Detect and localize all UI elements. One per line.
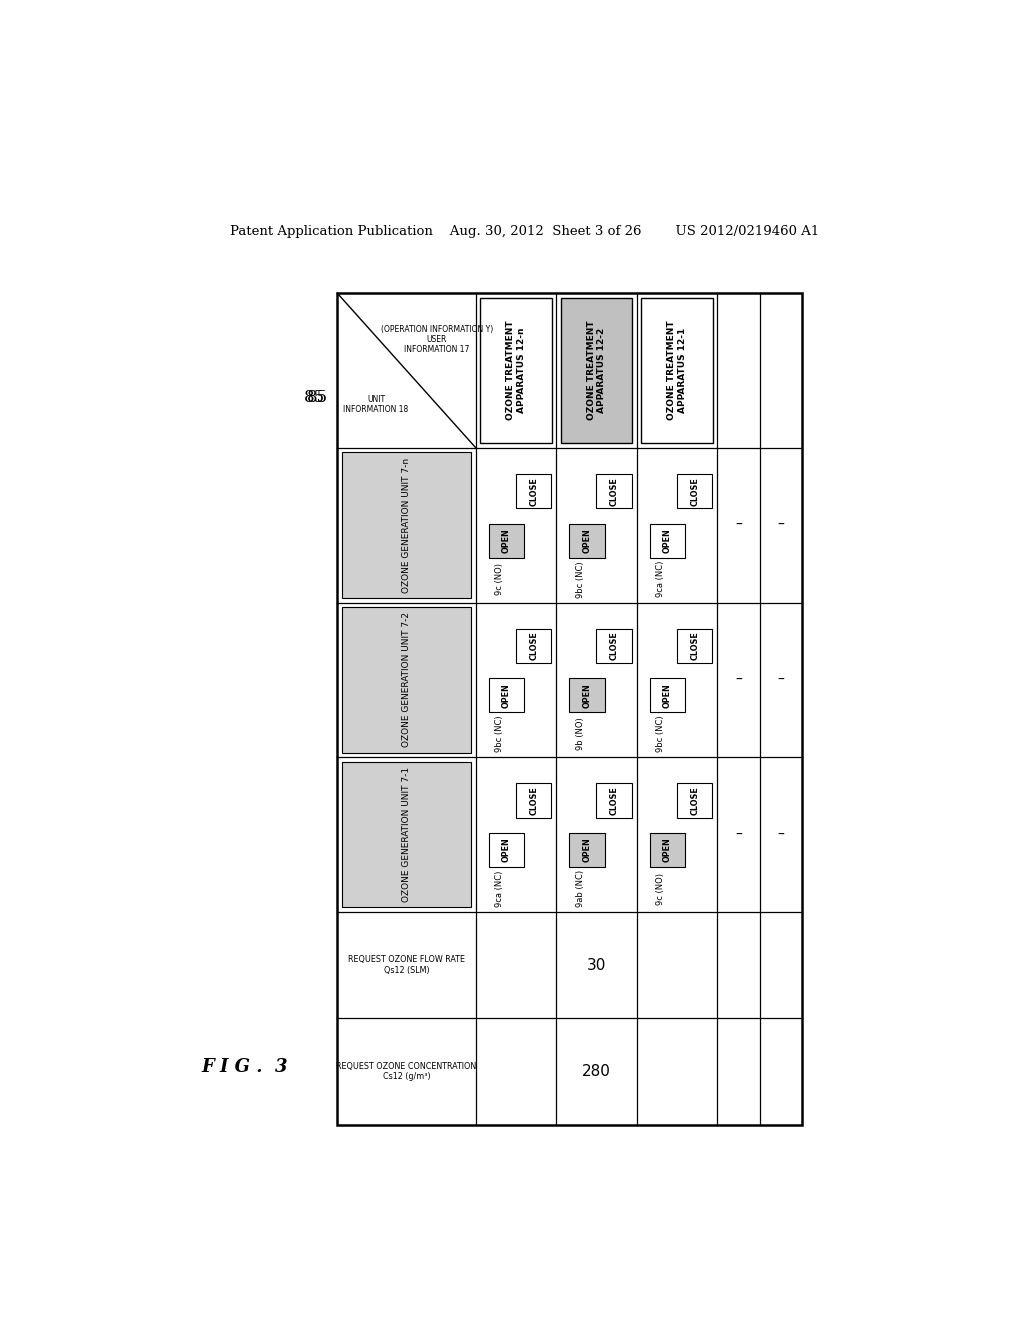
Text: –: – — [777, 673, 784, 686]
Bar — [677, 474, 713, 508]
Text: 9bc (NC): 9bc (NC) — [575, 561, 585, 598]
Bar — [488, 524, 524, 557]
Text: –: – — [777, 519, 784, 532]
Text: OPEN: OPEN — [502, 528, 511, 553]
Text: CLOSE: CLOSE — [609, 787, 618, 814]
Text: OPEN: OPEN — [583, 682, 591, 708]
Bar — [342, 607, 471, 752]
Text: OZONE TREATMENT
APPARATUS 12-2: OZONE TREATMENT APPARATUS 12-2 — [587, 321, 606, 420]
Text: 85: 85 — [307, 388, 329, 405]
Text: OZONE GENERATION UNIT 7-2: OZONE GENERATION UNIT 7-2 — [402, 612, 411, 747]
Text: 9c (NO): 9c (NO) — [496, 564, 505, 595]
Bar — [342, 453, 471, 598]
Bar — [488, 833, 524, 867]
Text: CLOSE: CLOSE — [690, 787, 699, 814]
Text: OPEN: OPEN — [663, 528, 672, 553]
Text: OPEN: OPEN — [583, 528, 591, 553]
Bar — [488, 678, 524, 713]
Bar — [480, 298, 552, 444]
Text: OPEN: OPEN — [502, 682, 511, 708]
Text: 9ab (NC): 9ab (NC) — [575, 870, 585, 907]
Bar — [561, 298, 632, 444]
Bar — [641, 298, 713, 444]
Text: CLOSE: CLOSE — [529, 787, 539, 814]
Text: OPEN: OPEN — [663, 682, 672, 708]
Text: Patent Application Publication    Aug. 30, 2012  Sheet 3 of 26        US 2012/02: Patent Application Publication Aug. 30, … — [230, 224, 819, 238]
Text: –: – — [735, 673, 742, 686]
Text: 9ca (NC): 9ca (NC) — [656, 561, 666, 598]
Bar — [597, 474, 632, 508]
Bar — [337, 293, 802, 1125]
Text: –: – — [735, 519, 742, 532]
Text: CLOSE: CLOSE — [609, 631, 618, 660]
Text: 9bc (NC): 9bc (NC) — [496, 715, 505, 752]
Text: 30: 30 — [587, 957, 606, 973]
Bar — [516, 784, 552, 817]
Text: OPEN: OPEN — [502, 838, 511, 862]
Text: CLOSE: CLOSE — [529, 631, 539, 660]
Text: REQUEST OZONE CONCENTRATION
Cs12 (g/m³): REQUEST OZONE CONCENTRATION Cs12 (g/m³) — [337, 1061, 476, 1081]
Text: UNIT
INFORMATION 18: UNIT INFORMATION 18 — [343, 395, 409, 414]
Text: CLOSE: CLOSE — [529, 477, 539, 506]
Text: 9ca (NC): 9ca (NC) — [496, 870, 505, 907]
Bar — [649, 833, 685, 867]
Text: OZONE TREATMENT
APPARATUS 12-1: OZONE TREATMENT APPARATUS 12-1 — [668, 321, 687, 420]
Bar — [649, 678, 685, 713]
Text: CLOSE: CLOSE — [609, 477, 618, 506]
Bar — [677, 628, 713, 663]
Text: 9bc (NC): 9bc (NC) — [656, 715, 666, 752]
Bar — [569, 678, 604, 713]
Text: OPEN: OPEN — [663, 838, 672, 862]
Bar — [597, 784, 632, 817]
Text: –: – — [735, 828, 742, 842]
Text: 85: 85 — [303, 388, 325, 405]
Text: CLOSE: CLOSE — [690, 477, 699, 506]
Text: OZONE GENERATION UNIT 7-n: OZONE GENERATION UNIT 7-n — [402, 458, 411, 593]
Text: 9b (NO): 9b (NO) — [575, 718, 585, 750]
Text: 9c (NO): 9c (NO) — [656, 873, 666, 904]
Bar — [569, 524, 604, 557]
Text: 280: 280 — [582, 1064, 611, 1078]
Text: OPEN: OPEN — [583, 838, 591, 862]
Text: (OPERATION INFORMATION Y)
USER
INFORMATION 17: (OPERATION INFORMATION Y) USER INFORMATI… — [381, 325, 494, 355]
Bar — [649, 524, 685, 557]
Text: OZONE TREATMENT
APPARATUS 12-n: OZONE TREATMENT APPARATUS 12-n — [506, 321, 525, 420]
Bar — [516, 474, 552, 508]
Text: CLOSE: CLOSE — [690, 631, 699, 660]
Bar — [569, 833, 604, 867]
Bar — [516, 628, 552, 663]
Text: F I G .  3: F I G . 3 — [201, 1059, 288, 1076]
Bar — [342, 762, 471, 907]
Bar — [677, 784, 713, 817]
Text: –: – — [777, 828, 784, 842]
Bar — [597, 628, 632, 663]
Text: REQUEST OZONE FLOW RATE
Qs12 (SLM): REQUEST OZONE FLOW RATE Qs12 (SLM) — [348, 956, 465, 974]
Text: OZONE GENERATION UNIT 7-1: OZONE GENERATION UNIT 7-1 — [402, 767, 411, 902]
